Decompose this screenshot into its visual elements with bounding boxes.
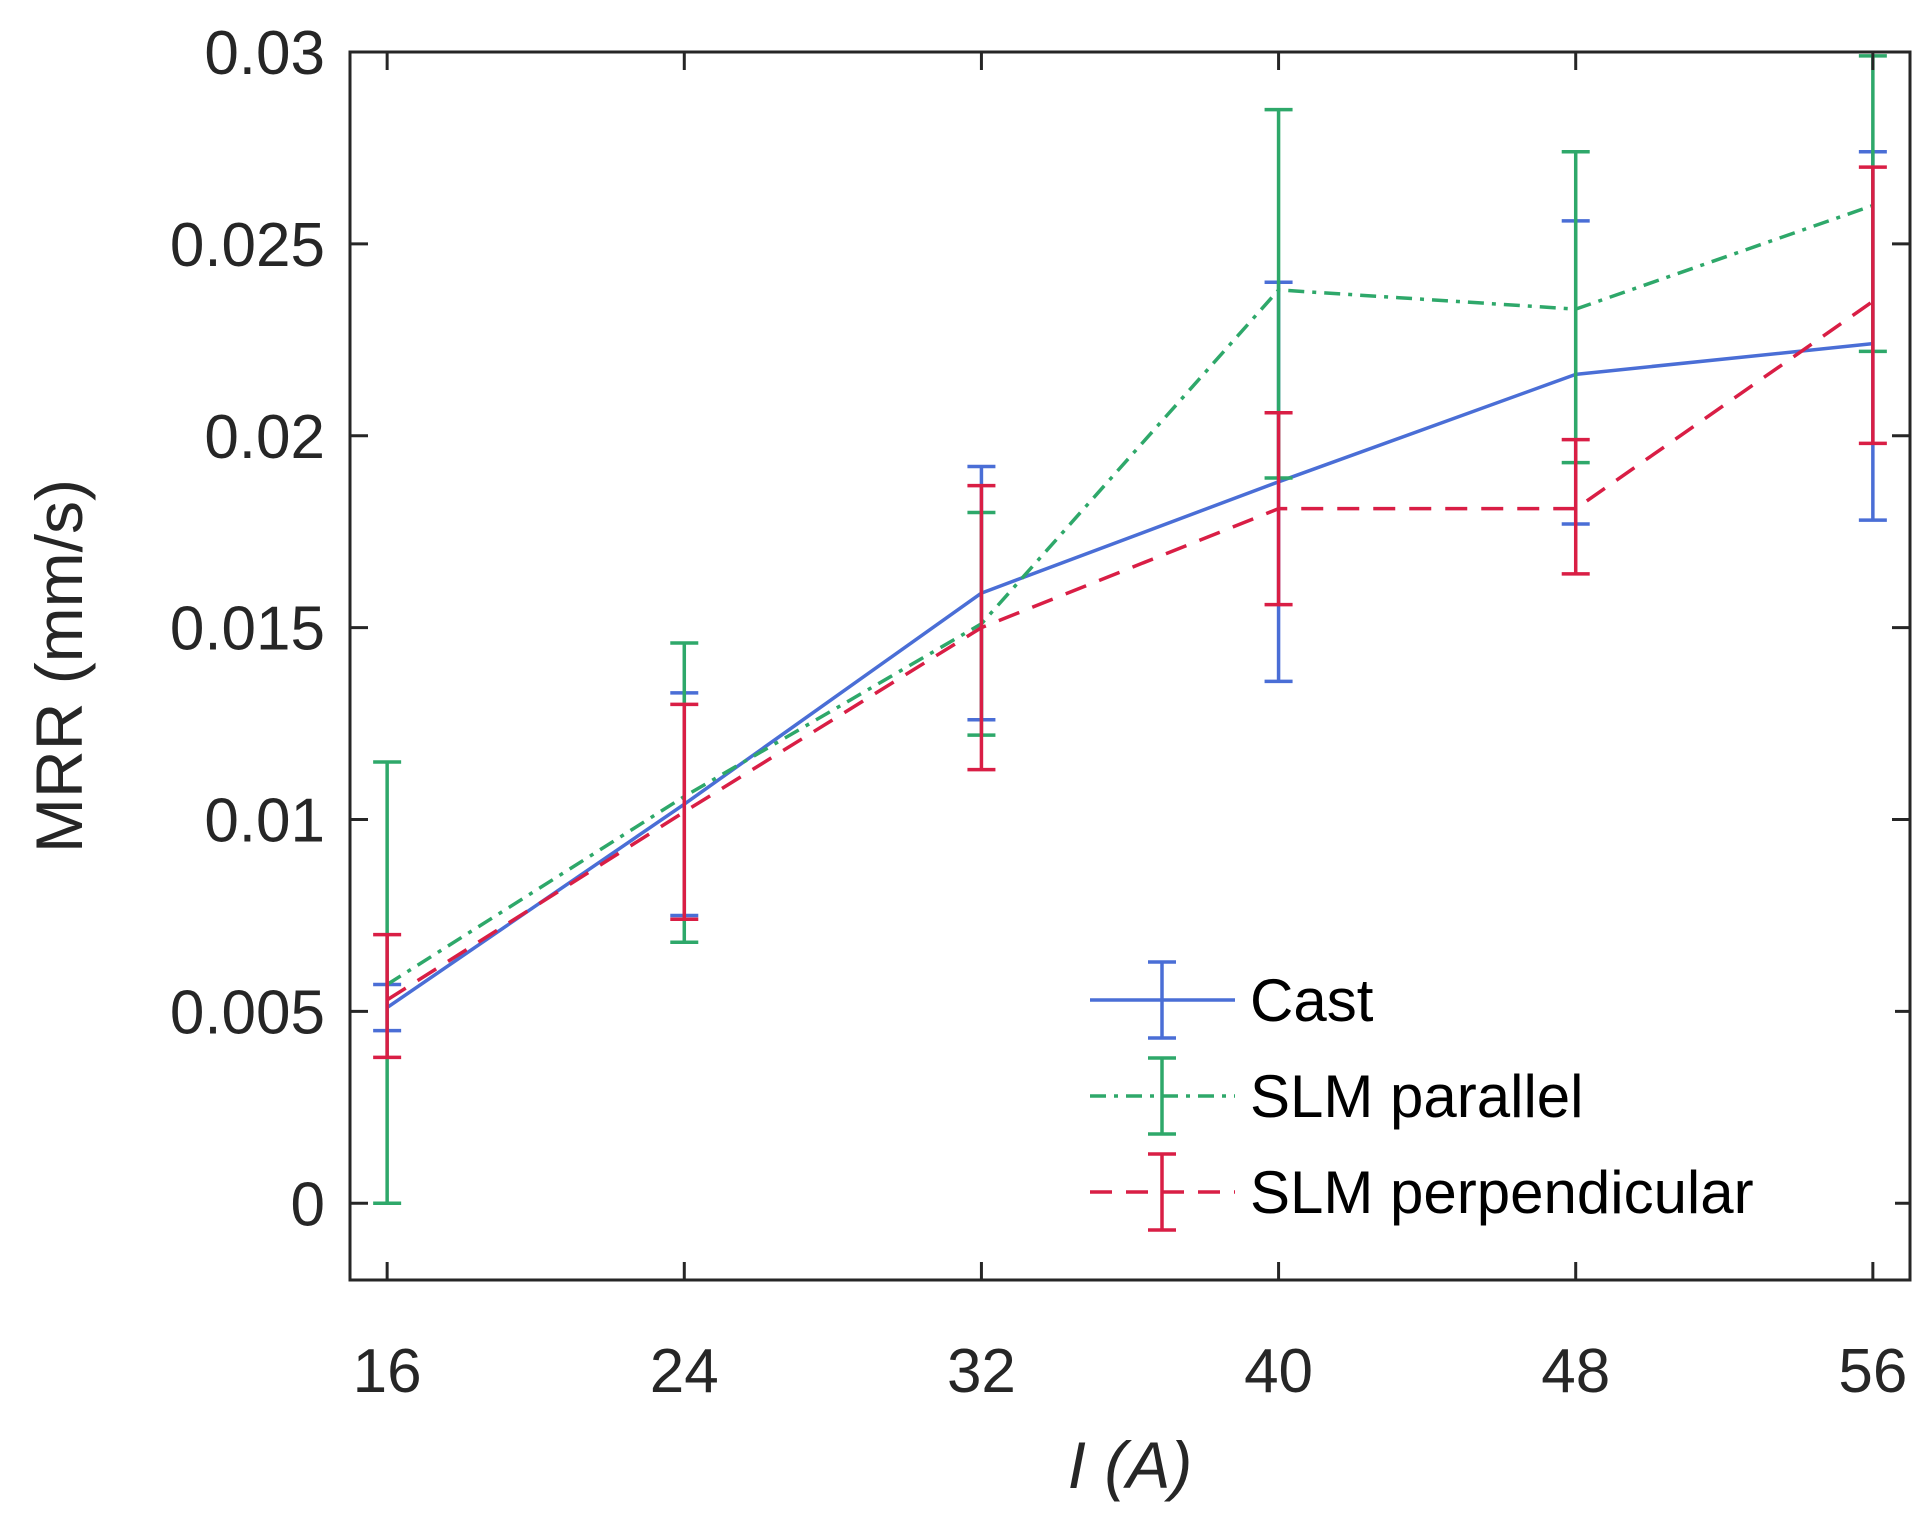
series-2	[373, 165, 1887, 1060]
y-tick-label: 0.015	[170, 595, 325, 664]
x-tick-label: 40	[1244, 1337, 1313, 1406]
x-tick-label: 32	[947, 1337, 1016, 1406]
legend-entry-0: Cast	[1090, 960, 1374, 1040]
x-tick-label: 56	[1838, 1337, 1907, 1406]
y-tick-label: 0.025	[170, 211, 325, 280]
legend: Cast SLM parallel SLM perpendicular	[1075, 940, 1895, 1240]
y-axis-title: MRR (mm/s)	[22, 479, 96, 853]
y-tick-label: 0.01	[204, 787, 325, 856]
legend-entry-2: SLM perpendicular	[1090, 1152, 1754, 1232]
y-tick-label: 0.03	[204, 19, 325, 88]
y-tick-label: 0.02	[204, 403, 325, 472]
legend-label: SLM perpendicular	[1250, 1159, 1754, 1226]
plot-area-frame	[348, 50, 1912, 1282]
legend-label: SLM parallel	[1250, 1063, 1584, 1130]
series-line	[386, 341, 1874, 1009]
tick-layer: 16 24 32 40 48 56 0 0.005 0.01 0.015 0.02 0.025 0.03	[170, 19, 1910, 1406]
y-tick-label: 0.005	[170, 978, 325, 1047]
x-tick-label: 16	[353, 1337, 422, 1406]
series-line	[386, 300, 1874, 1002]
x-axis-title: I (A)	[1068, 1428, 1193, 1502]
y-tick-label: 0	[291, 1170, 325, 1239]
legend-label: Cast	[1250, 967, 1374, 1034]
series-line	[386, 203, 1874, 986]
legend-box	[1075, 940, 1895, 1240]
x-tick-label: 48	[1541, 1337, 1610, 1406]
plot-layer	[373, 54, 1887, 1205]
x-tick-label: 24	[650, 1337, 719, 1406]
legend-entry-1: SLM parallel	[1090, 1056, 1584, 1136]
